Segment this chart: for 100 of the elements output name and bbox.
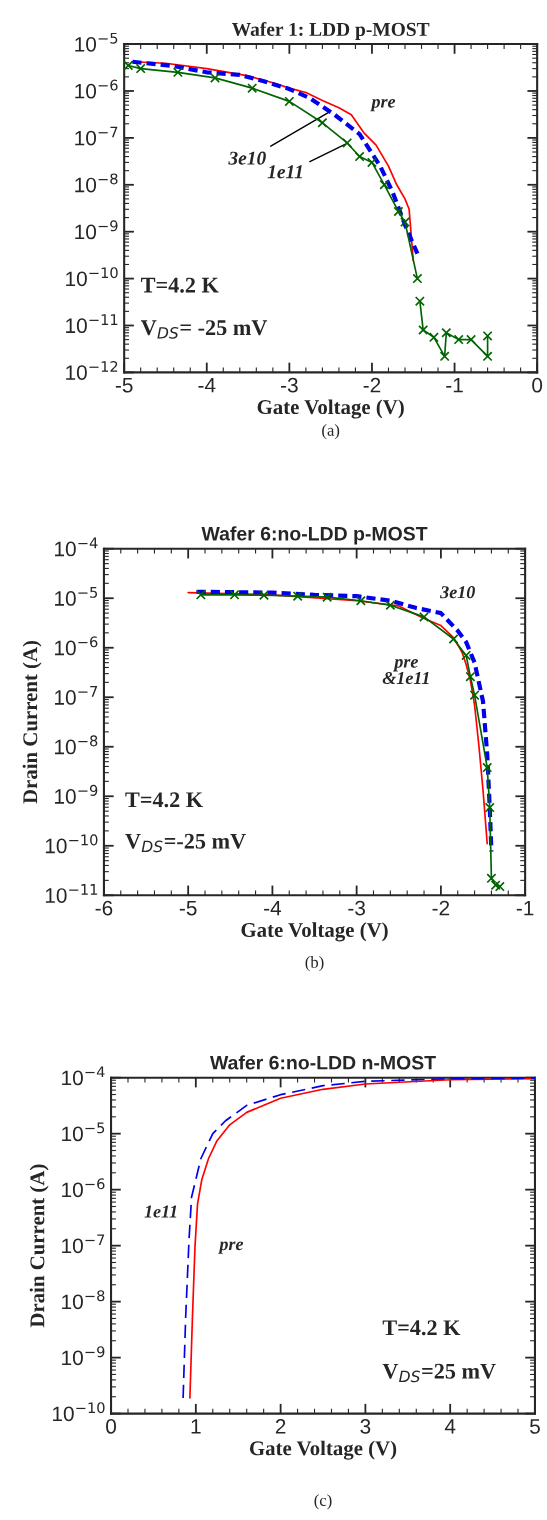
- x-tick-label: -4: [198, 378, 216, 393]
- point: [484, 802, 495, 813]
- point: [448, 634, 459, 645]
- x-tick-label: -2: [432, 900, 450, 916]
- x-tick-label: 0: [532, 377, 543, 393]
- x-tick-label: -6: [95, 900, 113, 916]
- x-tick-label: 1: [191, 1419, 201, 1434]
- x-tick-label: 3: [360, 1419, 371, 1434]
- chart-title: Wafer 6:no-LDD p-MOST: [201, 526, 428, 545]
- chart-title: Wafer 6:no-LDD n-MOST: [209, 1055, 436, 1070]
- point: [393, 206, 404, 217]
- point: [229, 589, 240, 600]
- point: [322, 592, 333, 603]
- y-tick-label: 10$^{−11}$: [45, 884, 98, 903]
- point: [355, 595, 366, 606]
- point: [379, 179, 390, 190]
- x-axis-title: Gate Voltage (V): [249, 1440, 397, 1460]
- annotation: pre &1e11: [382, 659, 429, 685]
- point: [284, 96, 295, 107]
- point: [494, 881, 505, 892]
- annotation: pre: [218, 1241, 244, 1254]
- y-tick-label: 10$^{−4}$: [55, 537, 98, 557]
- y-tick-label: 10$^{−7}$: [62, 1234, 105, 1254]
- point: [428, 332, 439, 343]
- x-tick-label: -1: [446, 378, 463, 393]
- y-tick-label: 10$^{−6}$: [75, 79, 118, 99]
- x-tick-label: -3: [348, 900, 365, 916]
- y-tick-label: 10$^{−8}$: [55, 735, 98, 755]
- point: [135, 63, 146, 74]
- x-tick-label: 5: [530, 1419, 540, 1434]
- x-tick-label: -5: [179, 900, 197, 916]
- text: (a): [322, 424, 340, 440]
- point: [482, 330, 493, 341]
- point: [482, 762, 493, 773]
- annotation: V$_{DS}$=-25 mV: [125, 833, 246, 853]
- point: [419, 611, 430, 622]
- point: [210, 72, 221, 83]
- x-axis-title: Gate Voltage (V): [257, 399, 404, 419]
- y-tick-label: 10$^{−5}$: [75, 32, 118, 52]
- y-tick-label: 10$^{−12}$: [66, 360, 118, 380]
- x-tick-label: -1: [516, 900, 534, 916]
- point: [466, 334, 477, 345]
- point: [292, 591, 303, 602]
- point: [385, 600, 396, 611]
- point: [342, 137, 353, 148]
- point: [412, 273, 423, 284]
- text: (c): [314, 1494, 332, 1510]
- annotation: T=4.2 K: [125, 792, 203, 808]
- x-tick-label: 0: [106, 1419, 117, 1434]
- x-tick-label: -2: [363, 377, 381, 393]
- point: [247, 83, 258, 94]
- text: (b): [305, 956, 324, 972]
- y-tick-label: 10$^{−8}$: [75, 173, 118, 193]
- annotation: 1e11: [267, 165, 302, 179]
- x-axis-title: Gate Voltage (V): [241, 922, 388, 942]
- y-tick-label: 10$^{−10}$: [45, 834, 98, 854]
- y-tick-label: 10$^{−8}$: [62, 1290, 105, 1310]
- point: [441, 327, 452, 338]
- x-tick-label: -4: [264, 900, 282, 916]
- point: [399, 217, 411, 228]
- point: [453, 334, 464, 345]
- point: [366, 157, 377, 168]
- y-tick-label: 10$^{−7}$: [75, 126, 118, 146]
- point: [469, 690, 480, 701]
- point: [414, 296, 425, 307]
- point: [354, 151, 365, 162]
- annotation: V$_{DS}$=25 mV: [382, 1363, 496, 1383]
- x-tick-label: 4: [444, 1419, 456, 1434]
- annotation: T=4.2 K: [141, 277, 219, 293]
- y-axis-title: Drain Current (A): [22, 640, 42, 804]
- y-tick-label: 10$^{−10}$: [52, 1402, 105, 1422]
- y-tick-label: 10$^{−9}$: [55, 784, 98, 804]
- point: [418, 325, 429, 336]
- x-tick-label: -3: [281, 377, 298, 393]
- y-tick-label: 10$^{−9}$: [75, 220, 118, 240]
- annotation: pre: [370, 99, 396, 112]
- point: [195, 589, 206, 600]
- point: [258, 590, 269, 601]
- x-tick-label: 2: [275, 1419, 286, 1434]
- annotation: T=4.2 K: [382, 1320, 461, 1336]
- annotation: 1e11: [144, 1205, 177, 1218]
- point: [482, 351, 493, 362]
- y-tick-label: 10$^{−4}$: [62, 1066, 105, 1086]
- y-tick-label: 10$^{−6}$: [55, 636, 98, 656]
- point: [465, 671, 476, 682]
- point: [439, 351, 450, 362]
- point: [317, 117, 328, 128]
- y-tick-label: 10$^{−5}$: [55, 587, 98, 606]
- annotation: 3e10: [228, 151, 266, 165]
- point: [486, 873, 497, 884]
- y-tick-label: 10$^{−6}$: [62, 1178, 105, 1198]
- y-tick-label: 10$^{−7}$: [55, 686, 98, 705]
- x-tick-label: -5: [115, 378, 133, 393]
- point: [461, 650, 472, 661]
- y-axis-title: Drain Current (A): [29, 1164, 49, 1328]
- y-tick-label: 10$^{−10}$: [66, 267, 118, 287]
- y-tick-label: 10$^{−9}$: [62, 1346, 105, 1366]
- point: [172, 67, 183, 78]
- annotation: V$_{DS}$= -25 mV: [140, 320, 268, 339]
- y-tick-label: 10$^{−11}$: [66, 314, 118, 334]
